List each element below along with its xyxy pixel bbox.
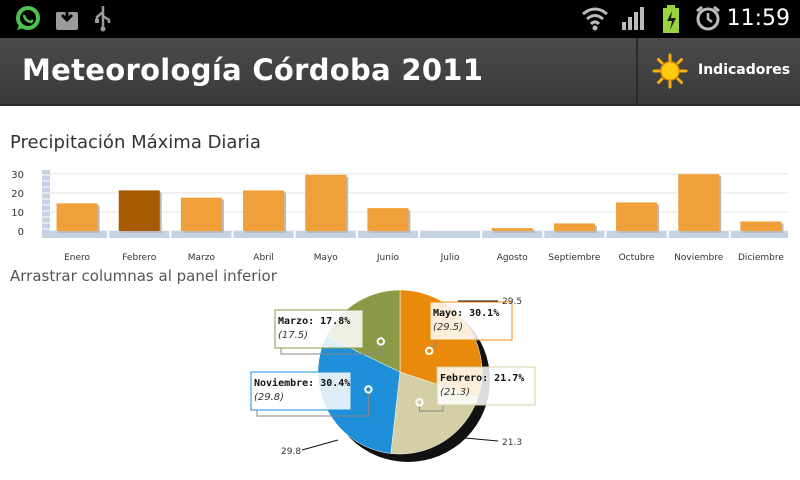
pie-label-box <box>250 371 352 411</box>
outer-leader-line <box>301 439 339 451</box>
action-bar: Meteorología Córdoba 2011 Indicadores <box>0 38 800 106</box>
x-tick-label: Noviembre <box>674 253 724 263</box>
x-tick-label: Julio <box>440 253 460 263</box>
x-tick-label: Mayo <box>314 253 339 263</box>
clock: 11:59 <box>726 6 790 31</box>
x-tick-label: Abril <box>253 253 274 263</box>
outer-value-label: 21.3 <box>502 438 522 448</box>
y-tick-label: 30 <box>11 170 24 181</box>
pie-label-value: (29.5) <box>433 322 463 333</box>
bar-octubre <box>616 202 658 231</box>
app-title: Meteorología Córdoba 2011 <box>22 53 484 87</box>
indicators-button[interactable]: Indicadores <box>636 38 800 104</box>
download-icon <box>56 6 78 30</box>
bar-abril <box>243 190 285 231</box>
x-tick-label: Septiembre <box>548 253 601 263</box>
bar-marzo <box>180 197 222 231</box>
label-connector <box>256 389 369 417</box>
slice-dot <box>415 398 424 407</box>
bar-diciembre <box>740 221 782 231</box>
y-tick-label: 20 <box>11 189 24 200</box>
bar-enero <box>56 203 98 231</box>
usb-icon <box>95 6 111 32</box>
bar-febrero <box>118 190 160 231</box>
slice-dot <box>425 346 434 356</box>
bar-chart: 0 10 20 30 Enero Febrero Marzo Abril Mayo Junio Ju… <box>11 170 788 263</box>
x-tick-label: Diciembre <box>738 253 784 263</box>
x-tick-label: Junio <box>376 253 400 263</box>
y-axis-band <box>42 170 50 237</box>
bar-noviembre <box>678 174 720 231</box>
x-tick-label: Febrero <box>122 253 156 263</box>
pie-label-name: Mayo: 30.1% <box>433 308 499 319</box>
x-tick-label: Marzo <box>188 253 216 263</box>
alarm-icon <box>696 5 720 31</box>
outer-value-label: 29.8 <box>281 447 301 457</box>
signal-icon <box>622 7 644 30</box>
pie-label-name: Marzo: 17.8% <box>278 316 350 327</box>
drag-hint: Arrastrar columnas al panel inferior <box>10 267 277 285</box>
x-tick-label: Enero <box>64 253 90 263</box>
pie-label-value: (21.3) <box>440 387 470 398</box>
pie-label-box <box>429 301 513 341</box>
outer-value-label: 29.5 <box>502 297 522 307</box>
pie-slice-noviembre <box>317 336 401 454</box>
sun-icon <box>652 53 688 89</box>
bar-chart-title: Precipitación Máxima Diaria <box>10 132 261 153</box>
y-tick-label: 0 <box>18 227 24 238</box>
slice-dot <box>364 385 373 394</box>
x-tick-label: Octubre <box>619 253 655 263</box>
pie-chart: Mayo: 30.1% (29.5) 29.5 Febrero: 21.7% (21.3… <box>250 290 536 462</box>
slice-dot <box>376 337 386 346</box>
label-connector <box>418 402 444 412</box>
outer-leader-line <box>464 437 499 442</box>
pie-label-name: Noviembre: 30.4% <box>254 377 350 389</box>
bar-septiembre <box>553 223 595 231</box>
bar-shadow <box>493 230 535 233</box>
indicators-label: Indicadores <box>698 62 791 78</box>
status-bar: 11:59 <box>0 0 800 38</box>
pie-label-value: (29.8) <box>254 392 284 403</box>
wifi-icon <box>582 7 608 31</box>
y-tick-label: 10 <box>11 208 24 219</box>
pie-label-name: Febrero: 21.7% <box>440 373 524 384</box>
x-tick-label: Agosto <box>497 253 529 263</box>
battery-charging-icon <box>663 5 679 33</box>
bar-agosto <box>491 228 533 231</box>
pie-label-box <box>436 366 536 406</box>
label-connector <box>280 341 382 355</box>
bar-mayo <box>305 174 347 231</box>
pie-label-box <box>274 309 364 349</box>
whatsapp-icon <box>16 6 40 30</box>
bar-junio <box>367 208 409 231</box>
pie-label-value: (17.5) <box>278 330 308 341</box>
x-axis-band <box>42 231 788 238</box>
